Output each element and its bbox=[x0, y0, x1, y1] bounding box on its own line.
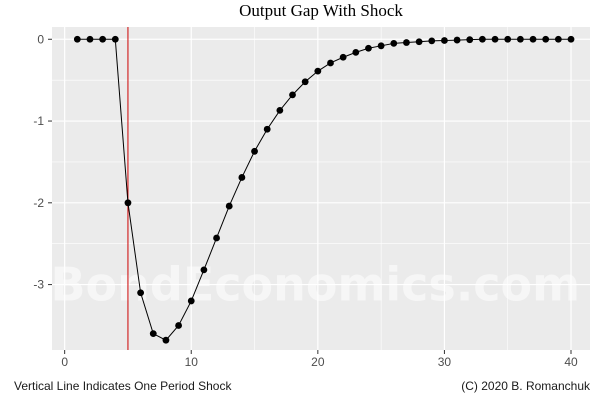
data-point bbox=[137, 289, 145, 297]
data-point bbox=[149, 330, 157, 338]
caption-right: (C) 2020 B. Romanchuk bbox=[461, 379, 591, 393]
data-point bbox=[289, 91, 296, 99]
x-tick-label: 10 bbox=[185, 355, 199, 369]
series-layer bbox=[73, 35, 575, 344]
data-point bbox=[516, 35, 524, 43]
data-point bbox=[491, 35, 499, 43]
watermark: BondEconomics.com bbox=[50, 258, 580, 312]
data-point bbox=[390, 39, 398, 47]
data-point bbox=[111, 35, 119, 43]
data-point bbox=[213, 234, 220, 242]
data-point bbox=[175, 322, 182, 329]
data-point bbox=[504, 35, 512, 43]
data-point bbox=[162, 336, 170, 344]
data-point bbox=[567, 35, 575, 43]
series-line bbox=[77, 38, 572, 341]
data-point bbox=[263, 125, 271, 133]
y-tick-label: -1 bbox=[33, 114, 44, 128]
data-point bbox=[466, 36, 474, 44]
data-point bbox=[542, 35, 550, 43]
data-point bbox=[301, 78, 309, 86]
data-point bbox=[327, 59, 334, 67]
data-point bbox=[238, 174, 246, 181]
y-tick-label: 0 bbox=[37, 32, 44, 46]
data-point bbox=[415, 38, 423, 46]
data-point bbox=[554, 35, 562, 43]
data-point bbox=[73, 35, 81, 43]
x-tick-label: 40 bbox=[564, 355, 578, 369]
data-point bbox=[377, 42, 385, 50]
data-point bbox=[441, 37, 448, 44]
x-tick-label: 0 bbox=[61, 355, 68, 369]
data-point bbox=[479, 35, 486, 43]
data-point bbox=[225, 202, 233, 210]
axes: 0 10 20 30 40 0 -1 -2 -3 bbox=[33, 32, 578, 369]
caption-left: Vertical Line Indicates One Period Shock bbox=[14, 379, 232, 393]
data-point bbox=[314, 67, 322, 75]
data-point bbox=[251, 147, 258, 155]
data-point bbox=[276, 107, 284, 114]
y-tick-label: -3 bbox=[33, 278, 44, 292]
data-point bbox=[453, 36, 461, 44]
y-tick-label: -2 bbox=[33, 196, 44, 210]
x-tick-label: 30 bbox=[438, 355, 452, 369]
data-point bbox=[352, 48, 360, 56]
data-point bbox=[200, 266, 208, 274]
chart-title: Output Gap With Shock bbox=[239, 1, 403, 20]
data-point bbox=[428, 37, 436, 45]
data-point bbox=[99, 35, 107, 43]
data-point bbox=[86, 35, 94, 43]
data-point bbox=[403, 39, 410, 46]
data-point bbox=[339, 53, 347, 61]
data-point bbox=[365, 44, 372, 52]
data-point bbox=[187, 297, 195, 305]
grid bbox=[52, 27, 590, 350]
data-point bbox=[529, 35, 537, 43]
data-point bbox=[124, 199, 132, 207]
x-tick-label: 20 bbox=[311, 355, 325, 369]
